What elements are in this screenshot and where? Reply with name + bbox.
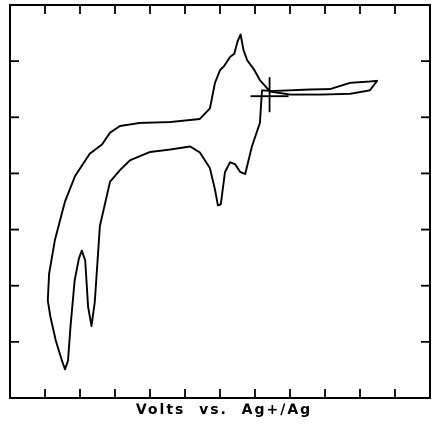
axis-ticks — [10, 5, 430, 398]
x-axis-label: Volts vs. Ag+/Ag — [135, 402, 313, 418]
cv-trace-1 — [46, 33, 379, 371]
chart-marks — [46, 33, 379, 371]
plot-frame — [9, 4, 431, 399]
